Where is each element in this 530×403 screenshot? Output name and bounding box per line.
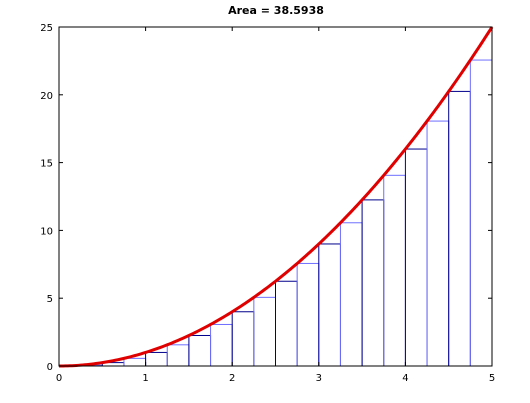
x-tick-label: 1 [142,373,148,384]
rectangle-bar [318,243,341,367]
rectangle-bar [123,357,147,367]
rectangle-bar [448,90,471,367]
y-tick-label: 25 [40,23,53,34]
x-tick-label: 0 [56,373,62,384]
y-tick-label: 5 [47,294,53,305]
rectangles-group [80,59,493,367]
y-tick-label: 10 [40,226,53,237]
rectangle-bar [469,59,493,367]
x-tick-label: 3 [316,373,322,384]
y-tick-label: 0 [47,362,53,373]
rectangle-bar [231,311,255,367]
rectangle-bar [339,222,363,367]
chart-title: Area = 38.5938 [228,4,324,17]
plot-frame [58,26,493,367]
rectangle-bar [383,174,406,367]
curve-line [58,26,494,368]
y-axis-ticks: 0 5 10 15 20 25 [40,23,492,373]
rectangle-bar [275,280,298,367]
rectangle-bar [361,199,385,367]
rectangle-bar [210,323,233,367]
x-axis-ticks: 0 1 2 3 4 5 [56,27,495,384]
rectangle-bar [253,296,277,367]
rectangle-bar [426,120,450,367]
rectangle-bar [166,344,190,367]
y-tick-label: 15 [40,159,53,170]
rectangle-bar [404,148,428,367]
y-tick-label: 20 [40,91,53,102]
rectangle-bar [188,334,212,367]
x-tick-label: 4 [402,373,408,384]
rectangle-bar [296,262,320,367]
rectangle-bar [145,351,168,367]
x-tick-label: 5 [489,373,495,384]
x-tick-label: 2 [229,373,235,384]
